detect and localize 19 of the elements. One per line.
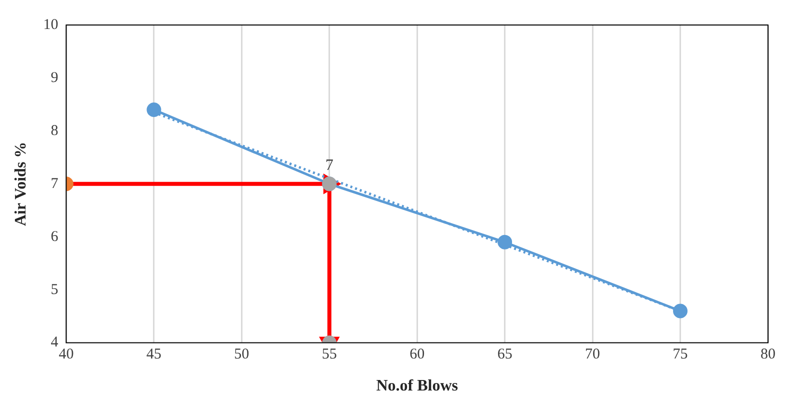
data-label: 7 <box>325 157 334 174</box>
y-tick-label: 10 <box>43 16 58 33</box>
x-tick-label: 50 <box>234 346 250 363</box>
x-tick-label: 75 <box>672 346 688 363</box>
x-tick-label: 45 <box>146 346 162 363</box>
y-tick-label: 8 <box>50 122 58 139</box>
x-tick-label: 60 <box>410 346 425 363</box>
y-tick-label: 5 <box>50 282 58 298</box>
x-tick-label: 55 <box>322 346 337 363</box>
y-axis-title: Air Voids % <box>12 142 30 226</box>
x-tick-label: 65 <box>497 346 512 363</box>
y-tick-label: 9 <box>50 70 58 86</box>
y-tick-label: 7 <box>50 176 59 192</box>
y-tick-label: 4 <box>50 334 59 351</box>
y-tick-label: 6 <box>50 228 59 245</box>
x-tick-label: 80 <box>760 346 776 363</box>
x-tick-label: 40 <box>58 346 74 363</box>
x-tick-label: 70 <box>585 346 600 363</box>
x-axis-title: No.of Blows <box>376 378 458 395</box>
